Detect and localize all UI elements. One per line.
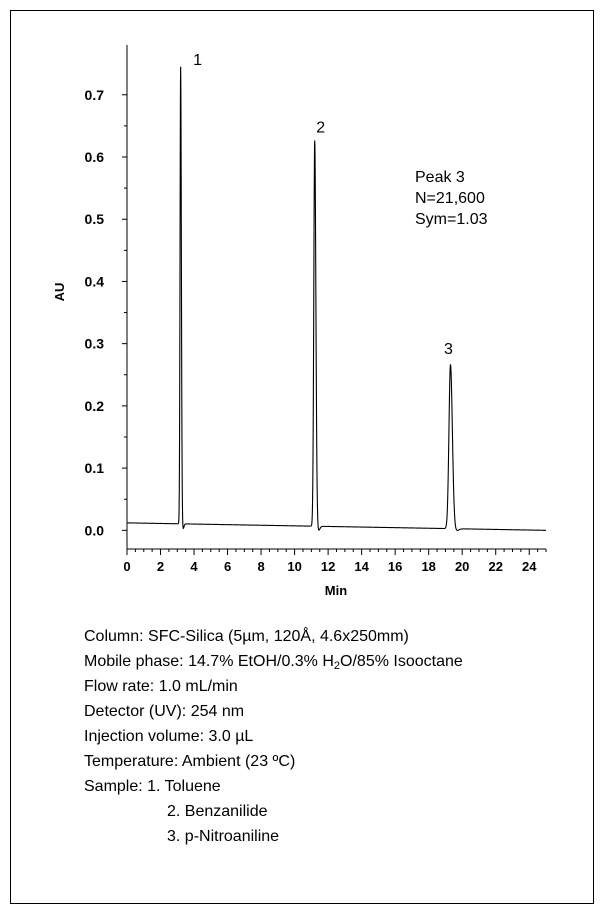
peak-label-3: 3: [444, 341, 453, 358]
y-tick-label: 0.0: [85, 522, 105, 538]
injection-condition: Injection volume: 3.0 µL: [84, 728, 254, 745]
flow-rate-condition: Flow rate: 1.0 mL/min: [84, 678, 238, 695]
y-tick-label: 0.4: [85, 273, 105, 289]
chromatography-conditions: Column: SFC-Silica (5µm, 120Å, 4.6x250mm…: [84, 624, 463, 849]
y-tick-label: 0.5: [85, 211, 105, 227]
peak-label-1: 1: [193, 52, 202, 69]
x-axis-title: Min: [325, 583, 347, 598]
sample-item-3: 3. p-Nitroaniline: [167, 828, 280, 845]
y-tick-label: 0.3: [85, 336, 105, 352]
temperature-condition: Temperature: Ambient (23 ºC): [84, 753, 296, 770]
column-condition: Column: SFC-Silica (5µm, 120Å, 4.6x250mm…: [84, 628, 409, 645]
y-tick-label: 0.6: [85, 149, 105, 165]
sample-item-2: 2. Benzanilide: [167, 803, 268, 820]
annotation-line: N=21,600: [415, 190, 485, 207]
annotation-line: Peak 3: [415, 169, 465, 186]
detector-condition: Detector (UV): 254 nm: [84, 703, 245, 720]
y-tick-label: 0.2: [85, 398, 105, 414]
y-tick-label: 0.1: [85, 460, 105, 476]
x-tick-label: 14: [354, 559, 369, 574]
x-tick-label: 4: [190, 559, 198, 574]
x-tick-label: 2: [157, 559, 164, 574]
x-tick-label: 18: [421, 559, 435, 574]
x-tick-label: 20: [455, 559, 469, 574]
mobile-phase-condition: Mobile phase: 14.7% EtOH/0.3% H2O/85% Is…: [84, 649, 463, 674]
sample-heading: Sample: 1. Toluene: [84, 778, 221, 795]
mobile-phase-text-end: O/85% Isooctane: [340, 653, 463, 670]
y-axis-title: AU: [52, 283, 67, 302]
x-tick-label: 22: [488, 559, 502, 574]
mobile-phase-subscript: 2: [333, 660, 341, 672]
x-tick-label: 6: [224, 559, 231, 574]
x-tick-label: 0: [123, 559, 130, 574]
annotation-line: Sym=1.03: [415, 211, 488, 228]
mobile-phase-text: Mobile phase: 14.7% EtOH/0.3% H: [84, 653, 334, 670]
chromatogram-trace: [127, 66, 546, 531]
chart-axes: 0.00.10.20.30.40.50.60.70 2 4 6 8 10 12 14 16 18 2…: [85, 45, 547, 574]
x-tick-label: 10: [287, 559, 301, 574]
figure-frame: [10, 10, 594, 904]
y-tick-label: 0.7: [85, 87, 105, 103]
x-tick-label: 8: [257, 559, 264, 574]
x-tick-label: 24: [522, 559, 537, 574]
trace-line: [127, 66, 546, 531]
peak-label-2: 2: [316, 120, 325, 137]
peak3-annotation: Peak 3 N=21,600 Sym=1.03: [415, 169, 488, 228]
x-tick-label: 16: [388, 559, 402, 574]
chart-labels: 1 2 3: [193, 52, 453, 358]
x-tick-label: 12: [321, 559, 335, 574]
